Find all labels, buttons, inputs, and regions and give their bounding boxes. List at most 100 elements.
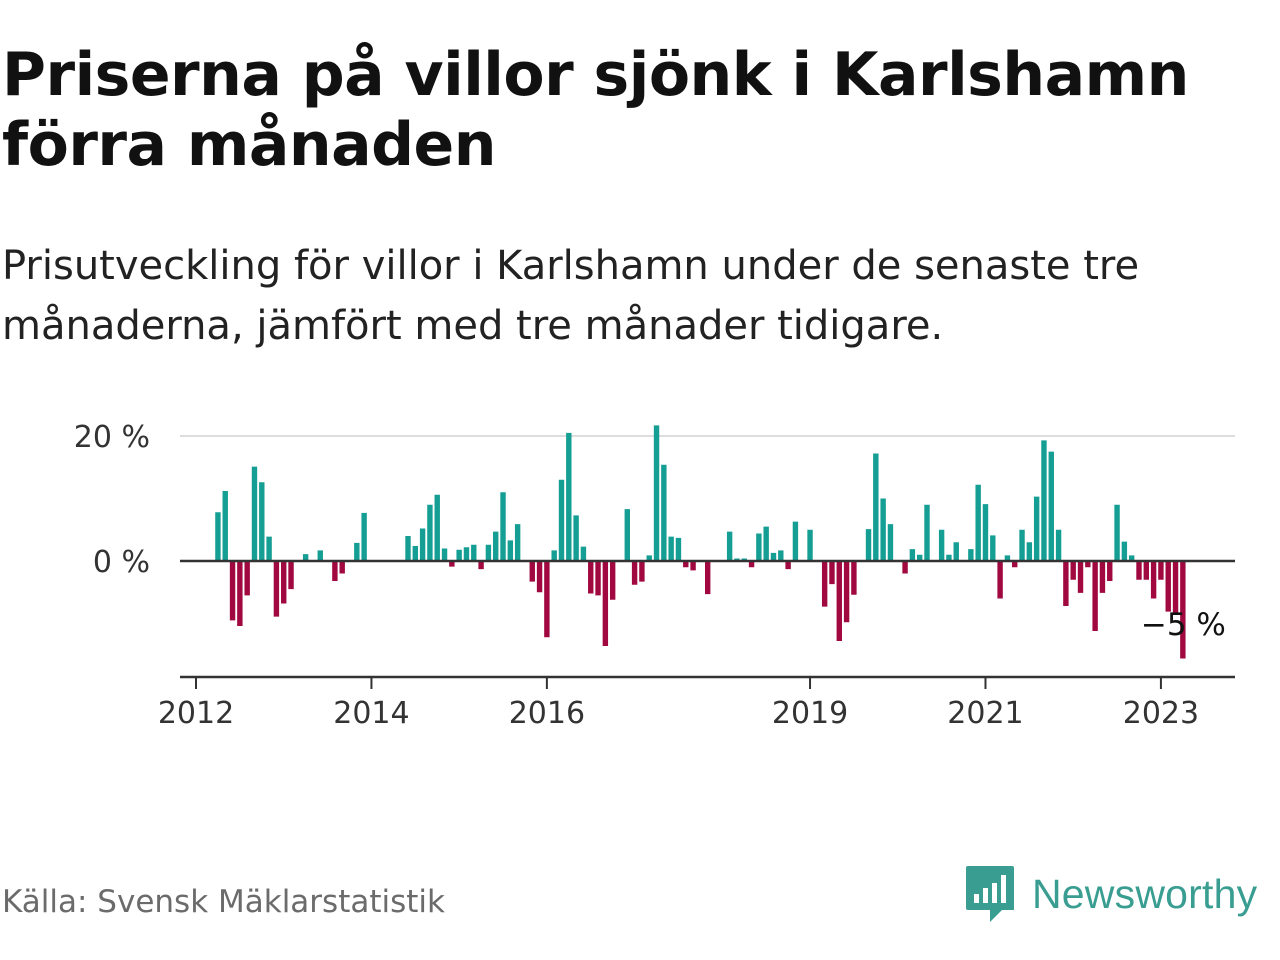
bar — [215, 512, 221, 561]
bar — [229, 561, 236, 621]
brand[interactable]: Newsworthy — [964, 864, 1257, 924]
bar — [982, 504, 989, 562]
bar — [1158, 561, 1164, 580]
bar — [1004, 555, 1011, 562]
y-tick-label: 0 % — [93, 545, 150, 580]
bar — [266, 536, 272, 562]
bar — [339, 561, 345, 574]
bar — [916, 554, 923, 561]
bar — [946, 554, 952, 561]
bar — [544, 561, 550, 638]
bar — [1055, 529, 1062, 561]
bar — [434, 494, 440, 561]
bar — [332, 561, 338, 581]
bar — [1114, 504, 1120, 561]
bar — [756, 533, 762, 561]
bar — [975, 484, 981, 561]
bar — [1107, 561, 1113, 581]
chart-title: Priserna på villor sjönk i Karlshamn för… — [2, 40, 1189, 180]
bars — [215, 425, 1186, 659]
bar — [1085, 561, 1091, 568]
bar — [902, 561, 908, 574]
x-axis — [180, 675, 1235, 689]
bar — [829, 561, 835, 585]
bar — [1121, 541, 1128, 562]
bar — [514, 524, 521, 562]
bar — [237, 561, 243, 626]
labels: 0 % 20 % 2012 2014 2016 2019 2021 2023 −5 % — [74, 420, 1226, 731]
bar — [851, 561, 857, 595]
bar — [1150, 561, 1157, 599]
bar — [785, 561, 791, 570]
y-tick-label: 20 % — [74, 420, 150, 455]
bar — [778, 550, 784, 562]
bar — [566, 432, 572, 562]
bar — [763, 526, 769, 562]
brand-name: Newsworthy — [1032, 870, 1258, 917]
bar — [609, 561, 616, 600]
bar — [558, 479, 565, 561]
bar — [990, 535, 996, 561]
bar — [1128, 555, 1135, 562]
bar — [748, 561, 755, 568]
bar — [1172, 561, 1179, 613]
bar — [288, 561, 294, 590]
bar — [1033, 496, 1040, 562]
bar — [675, 537, 682, 562]
bar — [1092, 561, 1098, 631]
bar — [244, 561, 250, 596]
bar — [281, 561, 287, 604]
bar — [924, 504, 930, 561]
bar — [705, 561, 711, 595]
x-tick-label: 2019 — [772, 696, 848, 731]
bar — [690, 561, 696, 571]
bar — [1077, 561, 1084, 593]
bar — [661, 464, 667, 561]
bar — [1070, 561, 1076, 580]
bar — [500, 492, 506, 561]
bar — [441, 548, 448, 561]
x-tick-label: 2023 — [1123, 696, 1199, 731]
bar — [880, 498, 886, 561]
bar — [646, 555, 652, 562]
bar — [683, 561, 689, 568]
bar — [938, 529, 945, 561]
bar — [302, 554, 309, 562]
bar — [463, 547, 470, 561]
bar — [580, 546, 587, 561]
bar — [668, 536, 674, 562]
bar — [865, 529, 872, 561]
bar — [493, 531, 499, 562]
bar — [873, 453, 879, 561]
bar — [427, 504, 433, 561]
bar — [259, 482, 265, 561]
bar — [1041, 440, 1047, 562]
bar — [1026, 542, 1033, 561]
bar — [551, 550, 557, 562]
bar — [1136, 561, 1142, 580]
bar — [1048, 451, 1054, 562]
bar — [887, 524, 894, 562]
bar — [770, 552, 777, 562]
bar — [1165, 561, 1171, 612]
bar — [1143, 561, 1149, 580]
bar — [412, 546, 418, 561]
bar — [1012, 561, 1018, 568]
x-tick-label: 2021 — [947, 696, 1023, 731]
bar — [456, 549, 462, 561]
bar — [536, 561, 543, 593]
bar — [836, 561, 842, 641]
bar — [726, 531, 733, 562]
bar — [419, 528, 426, 561]
bar — [317, 550, 323, 562]
bar — [631, 561, 638, 585]
bar-chart: 0 % 20 % 2012 2014 2016 2019 2021 2023 −5 % — [74, 420, 1235, 731]
chart-subtitle: Prisutveckling för villor i Karlshamn un… — [2, 243, 1140, 349]
bar — [529, 561, 535, 582]
bar — [405, 536, 411, 561]
bar — [997, 561, 1003, 599]
bar — [624, 509, 630, 562]
bar — [222, 491, 228, 561]
bar — [909, 549, 916, 562]
bar — [471, 544, 477, 561]
